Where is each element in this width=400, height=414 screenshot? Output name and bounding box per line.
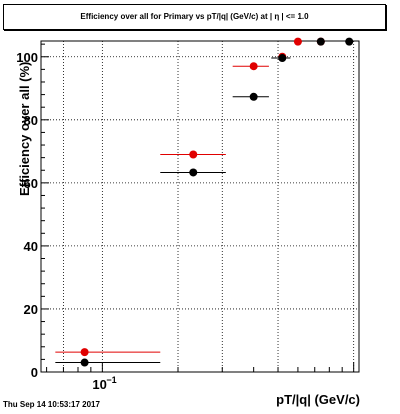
data-point (293, 37, 302, 46)
data-point (345, 37, 354, 46)
data-point (189, 150, 198, 159)
plot-frame (40, 40, 360, 373)
chart-title: Efficiency over all for Primary vs pT/|q… (80, 12, 309, 21)
data-point (80, 348, 89, 357)
data-point (189, 168, 198, 177)
x-axis-label: pT/|q| (GeV/c) (276, 392, 360, 407)
y-tick-label: 100 (16, 50, 38, 65)
timestamp-footer: Thu Sep 14 10:53:17 2017 (3, 400, 100, 409)
axes: 0 20 40 60 80 100 10 −1 (16, 43, 355, 392)
data-point (278, 54, 287, 63)
y-tick-label: 40 (24, 239, 38, 254)
series-0 (55, 37, 325, 357)
chart-title-box: Efficiency over all for Primary vs pT/|q… (3, 4, 386, 30)
y-tick-label: 0 (31, 365, 38, 380)
data-series (55, 37, 354, 367)
x-tick-label: 10 (92, 377, 106, 392)
y-tick-label: 80 (24, 113, 38, 128)
data-point (249, 92, 258, 101)
series-1 (55, 37, 354, 367)
grid-lines (41, 41, 359, 373)
y-tick-label: 20 (24, 302, 38, 317)
y-axis-label: Efficiency over all (%) (17, 61, 32, 196)
data-point (249, 62, 258, 71)
data-point (80, 358, 89, 367)
x-tick-label-exponent: −1 (106, 375, 116, 385)
y-tick-label: 60 (24, 176, 38, 191)
data-point (316, 37, 325, 46)
